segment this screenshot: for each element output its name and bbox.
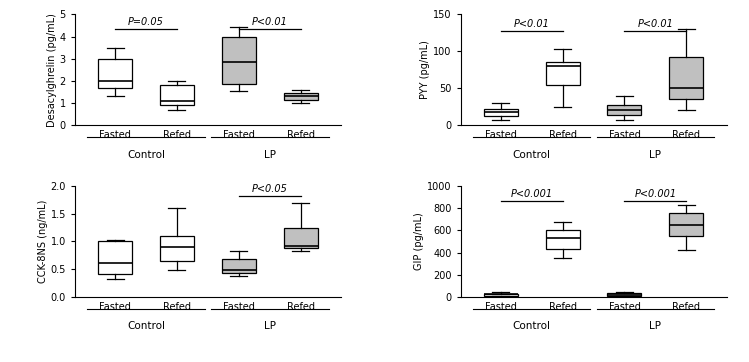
PathPatch shape (222, 259, 256, 273)
PathPatch shape (284, 228, 318, 248)
PathPatch shape (98, 59, 132, 88)
PathPatch shape (484, 294, 518, 295)
Text: P<0.001: P<0.001 (511, 189, 553, 199)
Text: Control: Control (127, 150, 165, 160)
Text: P<0.05: P<0.05 (252, 184, 288, 194)
PathPatch shape (670, 56, 703, 100)
PathPatch shape (98, 241, 132, 274)
Text: P<0.01: P<0.01 (637, 19, 673, 29)
PathPatch shape (484, 109, 518, 115)
Text: P<0.01: P<0.01 (514, 19, 550, 29)
PathPatch shape (160, 236, 194, 261)
Text: P=0.05: P=0.05 (128, 17, 164, 27)
Y-axis label: CCK-8NS (ng/mL): CCK-8NS (ng/mL) (37, 200, 48, 283)
PathPatch shape (284, 93, 318, 100)
Text: LP: LP (649, 150, 661, 160)
PathPatch shape (545, 63, 580, 85)
Text: P<0.01: P<0.01 (252, 17, 288, 27)
Text: Control: Control (512, 150, 551, 160)
Text: Control: Control (127, 321, 165, 331)
Text: Control: Control (512, 321, 551, 331)
PathPatch shape (607, 105, 641, 115)
Y-axis label: PYY (pg/mL): PYY (pg/mL) (420, 41, 430, 99)
Y-axis label: GIP (pg/mL): GIP (pg/mL) (414, 212, 424, 270)
PathPatch shape (545, 230, 580, 249)
Y-axis label: Desacylghrelin (pg/mL): Desacylghrelin (pg/mL) (47, 13, 57, 127)
Text: LP: LP (264, 150, 276, 160)
PathPatch shape (160, 85, 194, 105)
PathPatch shape (670, 213, 703, 236)
Text: P<0.001: P<0.001 (634, 189, 676, 199)
PathPatch shape (222, 37, 256, 84)
Text: LP: LP (264, 321, 276, 331)
PathPatch shape (607, 293, 641, 296)
Text: LP: LP (649, 321, 661, 331)
